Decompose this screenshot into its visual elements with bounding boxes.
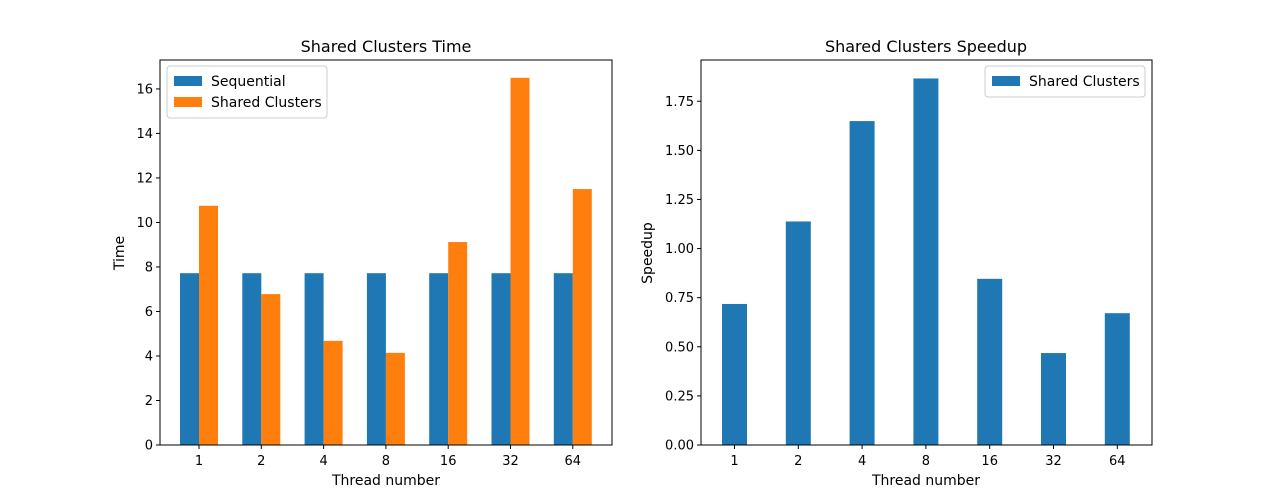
speedup-chart-xlabel: Thread number — [871, 473, 980, 489]
time-legend-swatch — [174, 97, 202, 107]
time-bar-sequential-8 — [366, 273, 386, 445]
speedup-xtick-label: 1 — [730, 454, 738, 469]
time-bar-shared-clusters-1 — [199, 205, 218, 445]
time-xtick-label: 2 — [257, 454, 265, 469]
speedup-bar-shared-clusters-16 — [977, 278, 1003, 445]
time-bar-shared-clusters-16 — [448, 242, 468, 445]
speedup-chart-ylabel: Speedup — [640, 222, 656, 284]
time-ytick-label: 16 — [136, 82, 153, 97]
speedup-xtick-label: 2 — [794, 454, 802, 469]
time-ytick-label: 2 — [145, 394, 153, 409]
time-bar-sequential-4 — [304, 273, 324, 445]
time-legend-label: Sequential — [211, 74, 286, 90]
speedup-chart: Shared Clusters Speedup 0.00 0.25 0.50 0.75… — [640, 37, 1153, 489]
time-chart-legend: Sequential Shared Clusters — [166, 65, 328, 119]
speedup-xtick-label: 64 — [1109, 454, 1126, 469]
time-ytick-label: 12 — [136, 171, 153, 186]
time-chart-ylabel: Time — [112, 236, 128, 271]
speedup-bar-shared-clusters-2 — [785, 221, 811, 445]
speedup-bar-shared-clusters-64 — [1104, 313, 1130, 445]
time-legend-label: Shared Clusters — [211, 95, 322, 111]
speedup-bar-shared-clusters-8 — [913, 78, 939, 445]
time-bar-shared-clusters-64 — [572, 189, 592, 445]
speedup-ytick-label: 0.25 — [665, 389, 694, 404]
time-bar-sequential-1 — [180, 273, 199, 445]
time-bar-sequential-16 — [429, 273, 449, 445]
speedup-ytick-label: 1.75 — [665, 95, 694, 110]
speedup-legend-label: Shared Clusters — [1029, 74, 1140, 90]
time-bar-shared-clusters-8 — [385, 352, 405, 445]
speedup-ytick-label: 0.75 — [665, 291, 694, 306]
speedup-xtick-label: 16 — [981, 454, 998, 469]
speedup-xtick-label: 4 — [858, 454, 866, 469]
time-ytick-label: 8 — [145, 260, 153, 275]
time-ytick-label: 0 — [145, 439, 153, 454]
speedup-ytick-label: 1.50 — [665, 144, 694, 159]
speedup-ytick-label: 0.00 — [665, 439, 694, 454]
time-xtick-label: 16 — [440, 454, 457, 469]
time-ytick-label: 14 — [136, 127, 153, 142]
speedup-chart-title: Shared Clusters Speedup — [825, 37, 1027, 56]
time-ytick-label: 10 — [136, 216, 153, 231]
time-xtick-label: 64 — [565, 454, 582, 469]
time-bar-shared-clusters-4 — [323, 340, 343, 445]
speedup-chart-axes-frame — [700, 59, 1153, 446]
time-legend-swatch — [174, 76, 202, 86]
speedup-legend-frame — [984, 65, 1146, 98]
time-bar-sequential-64 — [553, 273, 573, 445]
speedup-bar-shared-clusters-4 — [849, 121, 875, 445]
time-ytick-label: 4 — [145, 349, 153, 364]
time-xtick-label: 32 — [502, 454, 519, 469]
speedup-legend-swatch — [992, 76, 1020, 86]
time-xtick-label: 1 — [195, 454, 203, 469]
speedup-bar-shared-clusters-32 — [1041, 353, 1066, 445]
time-bar-shared-clusters-2 — [261, 294, 281, 445]
time-chart-title: Shared Clusters Time — [301, 37, 472, 56]
time-ytick-label: 6 — [145, 305, 153, 320]
speedup-ytick-label: 1.00 — [665, 242, 694, 257]
speedup-xtick-label: 8 — [922, 454, 930, 469]
time-xtick-label: 4 — [319, 454, 327, 469]
speedup-ytick-label: 0.50 — [665, 340, 694, 355]
time-bar-sequential-2 — [242, 273, 262, 445]
time-legend-frame — [166, 65, 328, 119]
time-xtick-label: 8 — [382, 454, 390, 469]
speedup-bar-shared-clusters-1 — [722, 303, 747, 445]
time-chart-xlabel: Thread number — [331, 473, 440, 489]
time-chart-axes-frame — [159, 59, 613, 446]
time-bar-sequential-32 — [491, 273, 511, 445]
time-bar-shared-clusters-32 — [510, 77, 530, 445]
speedup-chart-legend: Shared Clusters — [984, 65, 1146, 98]
speedup-ytick-label: 1.25 — [665, 193, 694, 208]
speedup-xtick-label: 32 — [1045, 454, 1062, 469]
